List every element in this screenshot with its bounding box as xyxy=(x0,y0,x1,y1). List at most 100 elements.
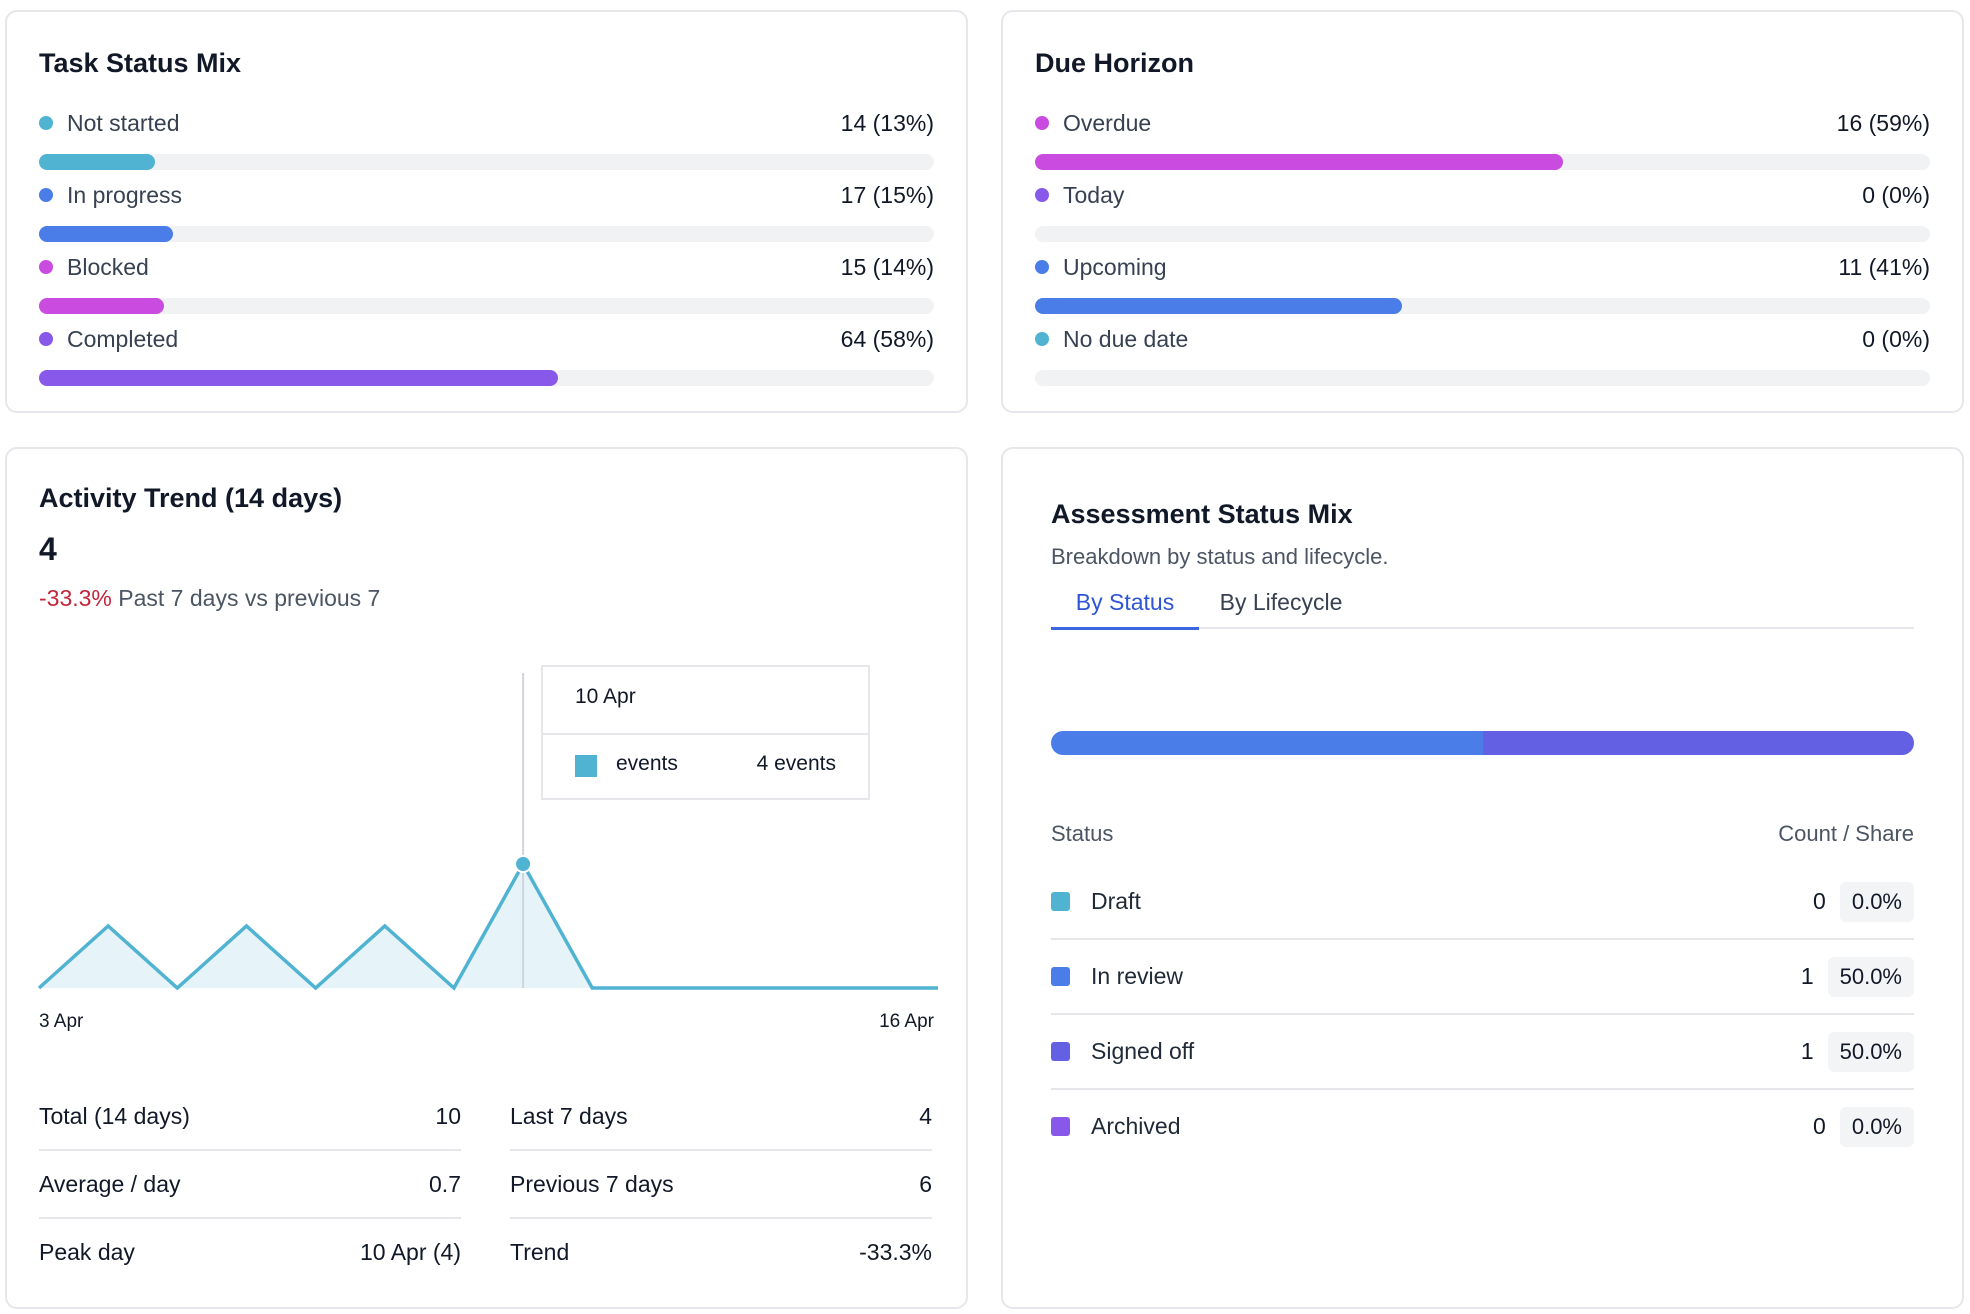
progress-track xyxy=(39,298,934,314)
card-title: Activity Trend (14 days) xyxy=(39,483,343,513)
delta-caption: Past 7 days vs previous 7 xyxy=(118,585,381,611)
stat-value: 4 xyxy=(919,1102,932,1129)
stat-label: Previous 7 days xyxy=(510,1170,674,1197)
data-point xyxy=(104,922,112,930)
stat-row: Peak day 10 Apr (4) xyxy=(39,1219,461,1285)
stat-value: 6 xyxy=(919,1170,932,1197)
task-status-list: Not started 14 (13%) In progress 17 (15%… xyxy=(39,108,934,396)
data-point xyxy=(934,984,942,992)
stat-value: 10 xyxy=(435,1102,461,1129)
status-table: Draft 0 0.0% In review 1 50.0% Signed off … xyxy=(1051,865,1914,1163)
progress-track xyxy=(1035,154,1930,170)
legend-dot-icon xyxy=(1035,116,1049,130)
stat-row: Average / day 0.7 xyxy=(39,1151,461,1219)
series-swatch-icon xyxy=(575,755,597,777)
activity-trend-card: Activity Trend (14 days) 4 -33.3% Past 7… xyxy=(5,447,968,1309)
card-subtitle: Breakdown by status and lifecycle. xyxy=(1051,544,1389,569)
table-row: Draft 0 0.0% xyxy=(1051,865,1914,940)
stat-row: Total (14 days) 10 xyxy=(39,1083,461,1151)
legend-dot-icon xyxy=(39,260,53,274)
status-swatch-icon xyxy=(1051,892,1070,911)
due-horizon-card: Due Horizon Overdue 16 (59%) Today 0 (0%… xyxy=(1001,10,1964,413)
stat-label: Total (14 days) xyxy=(39,1102,190,1129)
tab-by-lifecycle[interactable]: By Lifecycle xyxy=(1219,589,1343,615)
data-point xyxy=(588,984,596,992)
progress-label: In progress xyxy=(67,181,183,208)
progress-value: 0 (0%) xyxy=(1862,181,1930,208)
status-stacked-bar xyxy=(1051,731,1914,755)
legend-dot-icon xyxy=(39,332,53,346)
activity-chart[interactable] xyxy=(7,449,970,1009)
due-horizon-list: Overdue 16 (59%) Today 0 (0%) Upcoming 1… xyxy=(1035,108,1930,396)
status-share-badge: 50.0% xyxy=(1827,1031,1914,1072)
progress-track xyxy=(1035,226,1930,242)
column-header-status: Status xyxy=(1051,821,1114,846)
progress-fill xyxy=(39,298,165,314)
progress-track xyxy=(1035,370,1930,386)
progress-track xyxy=(39,370,934,386)
stats-left: Total (14 days) 10 Average / day 0.7 Peak … xyxy=(39,1083,461,1285)
progress-fill xyxy=(1035,154,1564,170)
delta-line: -33.3% Past 7 days vs previous 7 xyxy=(39,585,380,612)
tab-bar: By Status By Lifecycle xyxy=(1051,577,1914,630)
data-point xyxy=(242,922,250,930)
progress-track xyxy=(39,226,934,242)
data-point xyxy=(657,984,665,992)
tooltip-date: 10 Apr xyxy=(575,685,636,708)
table-row: In review 1 50.0% xyxy=(1051,940,1914,1015)
stat-value: 10 Apr (4) xyxy=(360,1238,461,1265)
column-header-count-share: Count / Share xyxy=(1778,821,1914,846)
series-line xyxy=(37,860,938,991)
tab-by-status[interactable]: By Status xyxy=(1051,577,1199,630)
progress-label: Upcoming xyxy=(1063,253,1167,280)
x-axis-end-label: 16 Apr xyxy=(879,1011,934,1032)
legend-dot-icon xyxy=(1035,332,1049,346)
legend-dot-icon xyxy=(39,188,53,202)
legend-dot-icon xyxy=(1035,260,1049,274)
legend-dot-icon xyxy=(1035,188,1049,202)
progress-track xyxy=(1035,298,1930,314)
data-point xyxy=(173,984,181,992)
card-title: Task Status Mix xyxy=(39,48,242,78)
progress-fill xyxy=(39,154,156,170)
stat-label: Peak day xyxy=(39,1238,135,1265)
status-swatch-icon xyxy=(1051,967,1070,986)
progress-row: In progress 17 (15%) xyxy=(39,180,934,252)
delta-percent: -33.3% xyxy=(39,585,112,611)
data-point xyxy=(450,984,458,992)
chart-tooltip: 10 Apr events 4 events xyxy=(541,665,870,800)
progress-value: 11 (41%) xyxy=(1838,253,1930,280)
status-count: 0 xyxy=(1813,888,1826,914)
progress-fill xyxy=(1035,298,1402,314)
data-point xyxy=(796,984,804,992)
status-count: 1 xyxy=(1800,1038,1814,1064)
stacked-segment-signed-off xyxy=(1482,731,1914,755)
tooltip-series: events xyxy=(616,752,678,775)
stat-value: -33.3% xyxy=(859,1238,932,1265)
progress-value: 0 (0%) xyxy=(1862,325,1930,352)
status-label: Signed off xyxy=(1091,1038,1195,1064)
progress-track xyxy=(39,154,934,170)
table-row: Signed off 1 50.0% xyxy=(1051,1015,1914,1090)
progress-fill xyxy=(39,226,174,242)
status-share-badge: 50.0% xyxy=(1827,956,1914,997)
progress-label: Today xyxy=(1063,181,1125,208)
tooltip-value: 4 events xyxy=(756,752,836,775)
status-swatch-icon xyxy=(1051,1117,1070,1136)
progress-row: Today 0 (0%) xyxy=(1035,180,1930,252)
status-label: Draft xyxy=(1091,888,1141,914)
progress-value: 16 (59%) xyxy=(1836,109,1930,136)
card-title: Due Horizon xyxy=(1035,48,1194,78)
stats-right: Last 7 days 4 Previous 7 days 6 Trend -33.3… xyxy=(510,1083,932,1285)
progress-row: No due date 0 (0%) xyxy=(1035,324,1930,396)
stat-label: Average / day xyxy=(39,1170,181,1197)
stat-row: Last 7 days 4 xyxy=(510,1083,932,1151)
progress-label: No due date xyxy=(1063,325,1189,352)
progress-row: Completed 64 (58%) xyxy=(39,324,934,396)
tooltip-divider xyxy=(543,733,868,735)
table-header: Status Count / Share xyxy=(1051,821,1914,847)
progress-value: 64 (58%) xyxy=(840,325,934,352)
activity-total: 4 xyxy=(39,531,57,567)
progress-label: Overdue xyxy=(1063,109,1152,136)
